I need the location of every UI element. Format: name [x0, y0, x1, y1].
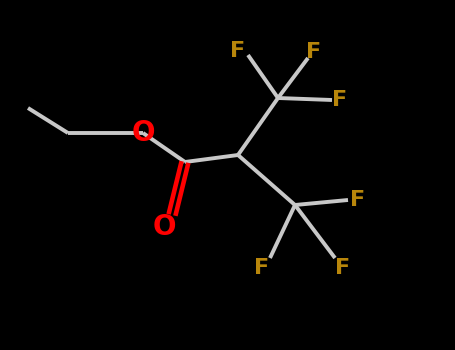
Text: F: F — [230, 41, 246, 61]
Text: F: F — [306, 42, 322, 62]
Text: O: O — [131, 119, 155, 147]
Text: F: F — [350, 190, 365, 210]
Text: F: F — [335, 258, 350, 278]
Text: O: O — [152, 213, 176, 241]
Text: F: F — [254, 258, 269, 278]
Text: F: F — [333, 90, 348, 110]
